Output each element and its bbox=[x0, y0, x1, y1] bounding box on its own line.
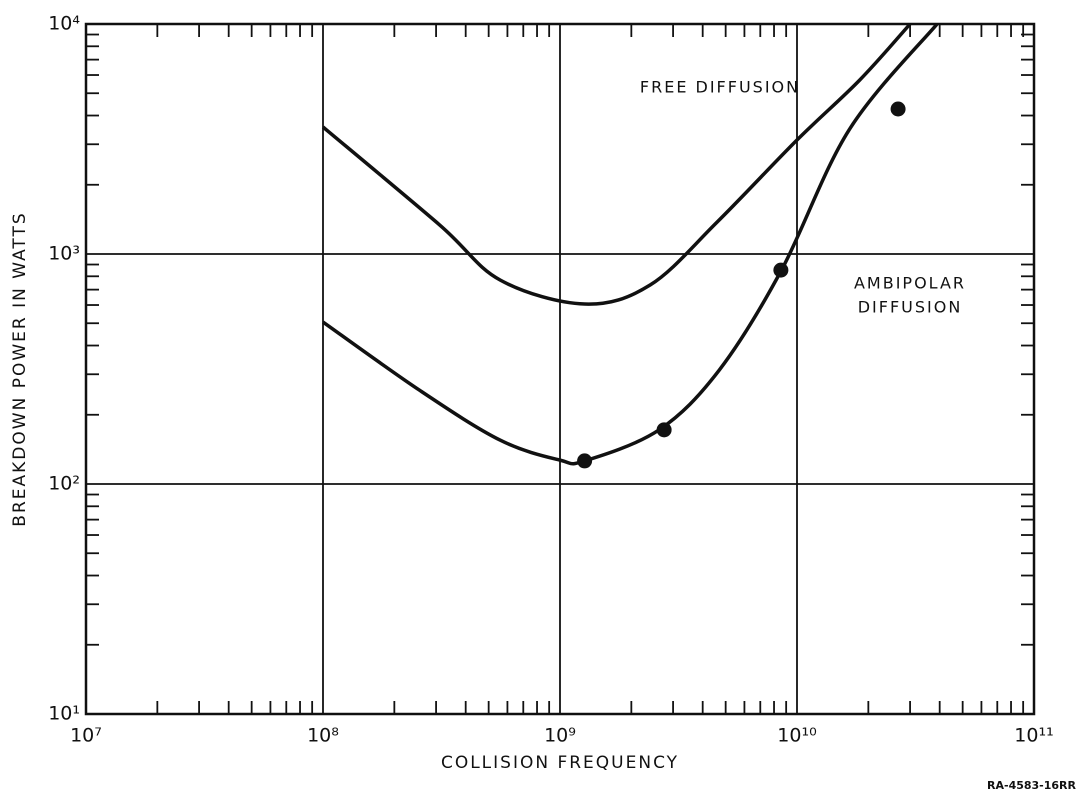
x-tick-label: 10⁷ bbox=[70, 725, 102, 747]
annotation: FREE DIFFUSION bbox=[640, 78, 800, 97]
data-point bbox=[656, 422, 672, 438]
y-axis-label: BREAKDOWN POWER IN WATTS bbox=[10, 211, 30, 526]
annotation: DIFFUSION bbox=[858, 298, 963, 317]
data-point bbox=[890, 101, 906, 117]
y-tick-label: 10¹ bbox=[48, 703, 80, 725]
annotation: AMBIPOLAR bbox=[854, 274, 966, 293]
data-point bbox=[773, 262, 789, 278]
x-tick-label: 10¹⁰ bbox=[777, 725, 816, 747]
x-tick-label: 10⁹ bbox=[544, 725, 576, 747]
y-tick-label: 10³ bbox=[48, 243, 80, 265]
curve bbox=[321, 22, 912, 306]
y-tick-label: 10² bbox=[48, 473, 80, 495]
curve bbox=[321, 22, 939, 466]
x-axis-label: COLLISION FREQUENCY bbox=[441, 753, 679, 773]
y-tick-label: 10⁴ bbox=[48, 13, 80, 35]
figure-id: RA-4583-16RR bbox=[987, 779, 1077, 792]
x-tick-label: 10⁸ bbox=[307, 725, 339, 747]
data-point bbox=[577, 453, 593, 469]
x-tick-label: 10¹¹ bbox=[1014, 725, 1053, 747]
